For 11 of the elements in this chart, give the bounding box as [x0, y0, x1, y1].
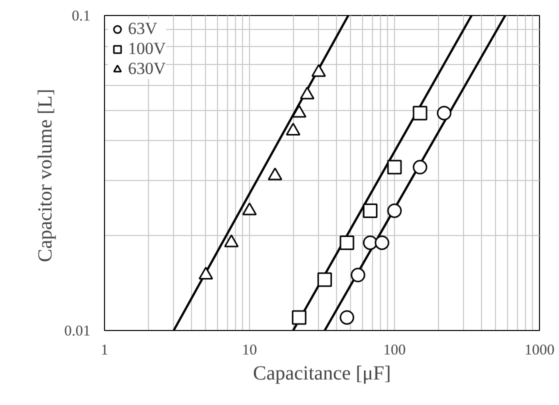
y-tick-label: 0.01	[64, 324, 90, 340]
x-axis-title: Capacitance [μF]	[253, 362, 391, 384]
legend-label: 63V	[128, 19, 158, 39]
legend-label: 630V	[128, 59, 166, 79]
x-tick-label: 100	[383, 342, 406, 358]
y-tick-label: 0.1	[72, 8, 90, 24]
y-axis-title: Capacitor volume [L]	[34, 88, 56, 262]
legend-label: 100V	[128, 39, 166, 59]
x-tick-label: 1000	[524, 342, 554, 358]
x-tick-label: 1	[100, 342, 108, 358]
x-tick-label: 10	[242, 342, 257, 358]
